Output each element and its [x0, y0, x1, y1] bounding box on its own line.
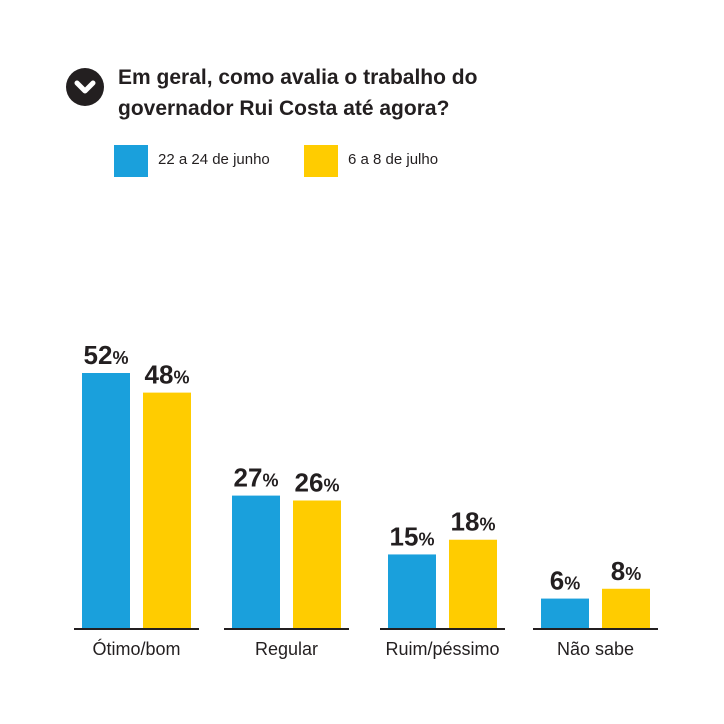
value-label-2-1: 48%: [145, 360, 190, 390]
category-label-3: Ruim/péssimo: [385, 639, 499, 659]
value-label-1-3: 15%: [390, 521, 435, 551]
chevron-down-icon: [66, 68, 104, 106]
bar-1-1: [82, 373, 130, 628]
bar-2-3: [449, 539, 497, 628]
legend-label-series-1: 22 a 24 de junho: [158, 151, 270, 168]
chart-title: Em geral, como avalia o trabalho do gove…: [118, 62, 578, 124]
value-label-2-4: 8%: [611, 556, 641, 586]
value-label-2-2: 26%: [295, 468, 340, 498]
bar-1-4: [541, 598, 589, 628]
legend-label-series-2: 6 a 8 de julho: [348, 151, 439, 168]
category-label-1: Ótimo/bom: [92, 638, 180, 659]
bar-1-2: [232, 495, 280, 628]
category-label-2: Regular: [255, 639, 318, 659]
bar-2-1: [143, 392, 191, 628]
category-label-4: Não sabe: [557, 639, 634, 659]
value-label-2-3: 18%: [451, 507, 496, 537]
title-line-1: Em geral, como avalia o trabalho do: [118, 66, 478, 89]
value-label-1-2: 27%: [234, 463, 279, 493]
bar-2-4: [602, 588, 650, 628]
legend-swatch-series-2: [304, 145, 338, 177]
bar-2-2: [293, 500, 341, 628]
title-line-2: governador Rui Costa até agora?: [118, 97, 450, 120]
value-label-1-1: 52%: [84, 340, 129, 370]
value-label-1-4: 6%: [550, 566, 580, 596]
bar-1-3: [388, 554, 436, 628]
legend-swatch-series-1: [114, 145, 148, 177]
